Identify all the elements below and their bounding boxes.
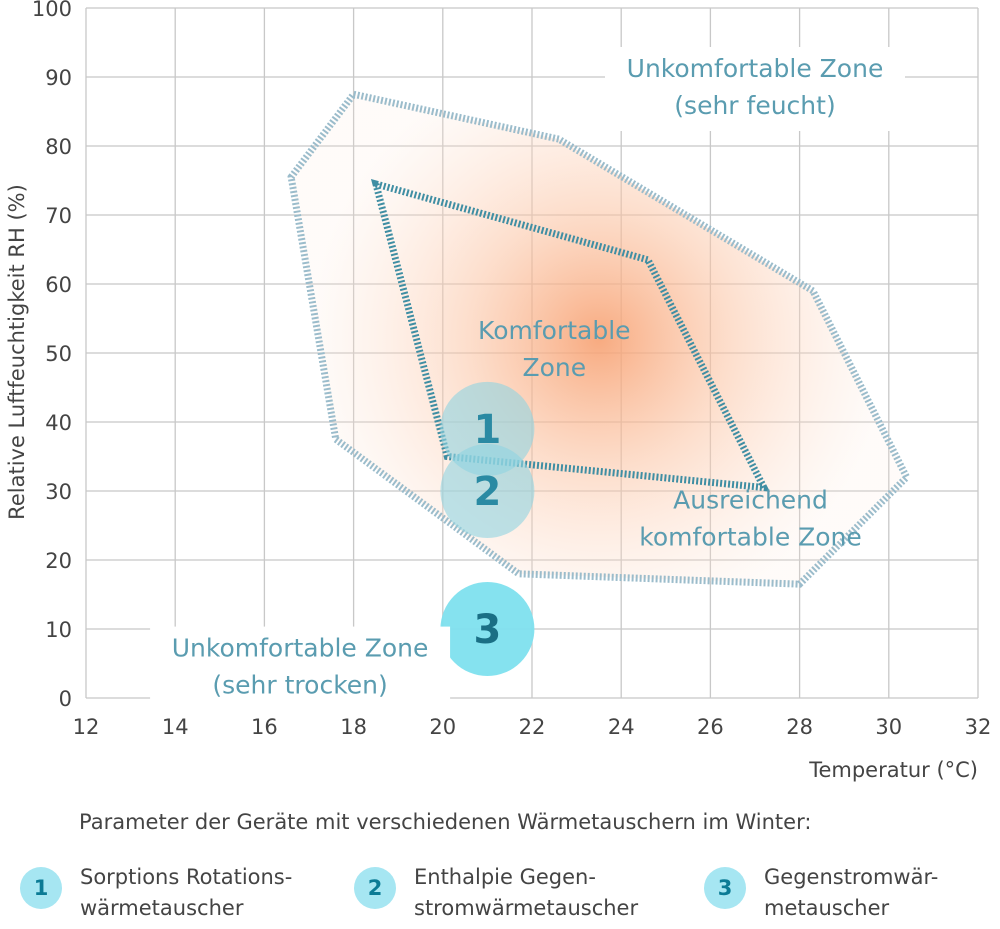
legend-badge: 2 — [354, 867, 396, 909]
annotation-backdrop — [605, 47, 905, 131]
x-tick-label: 12 — [73, 715, 100, 739]
device-marker-label-2: 2 — [473, 469, 501, 515]
x-tick-label: 32 — [965, 715, 992, 739]
sufficient-comfort-zone-outline — [287, 90, 911, 588]
x-tick-label: 28 — [786, 715, 813, 739]
legend-item-label: Enthalpie Gegen- stromwärmetauscher — [414, 865, 639, 920]
legend-title: Parameter der Geräte mit verschiedenen W… — [79, 810, 812, 834]
legend-badge: 1 — [20, 867, 62, 909]
comfort-zone-label: Komfortable Zone — [478, 316, 631, 382]
y-tick-label: 20 — [45, 549, 72, 573]
y-tick-label: 90 — [45, 66, 72, 90]
device-marker-label-3: 3 — [473, 607, 501, 653]
y-tick-label: 40 — [45, 411, 72, 435]
device-marker-3 — [440, 582, 535, 676]
sufficient-comfort-zone-label: Ausreichend komfortable Zone — [639, 485, 862, 551]
x-axis-label: Temperatur (°C) — [808, 758, 978, 782]
x-tick-label: 16 — [251, 715, 278, 739]
x-tick-label: 14 — [162, 715, 189, 739]
zone-outlines — [287, 90, 911, 588]
legend-badge: 3 — [704, 867, 746, 909]
device-markers: 123 — [440, 381, 535, 676]
annotation-backdrop — [150, 626, 451, 711]
legend-item-label: Gegenstromwär- metauscher — [764, 865, 939, 920]
x-tick-label: 30 — [875, 715, 902, 739]
x-tick-label: 22 — [519, 715, 546, 739]
uncomfortable-humid-label: Unkomfortable Zone (sehr feucht) — [627, 54, 884, 120]
x-tick-label: 26 — [697, 715, 724, 739]
y-tick-label: 30 — [45, 480, 72, 504]
legend-item-1: 1 Sorptions Rotations- wärmetauscher — [20, 862, 340, 924]
x-tick-label: 18 — [340, 715, 367, 739]
y-tick-label: 10 — [45, 618, 72, 642]
y-tick-label: 0 — [59, 687, 72, 711]
legend-item-3: 3 Gegenstromwär- metauscher — [704, 862, 1000, 924]
y-tick-label: 50 — [45, 342, 72, 366]
comfort-zone-outline — [370, 178, 770, 492]
y-tick-label: 60 — [45, 273, 72, 297]
uncomfortable-dry-label: Unkomfortable Zone (sehr trocken) — [172, 634, 429, 700]
x-tick-label: 24 — [608, 715, 635, 739]
axis-ticks: 12 14 16 18 20 22 24 26 28 30 32010203040506070809… — [32, 0, 991, 739]
y-tick-label: 70 — [45, 204, 72, 228]
comfort-zone-chart: 12 3 Ausreichend komfortable Zone Komfortab… — [5, 0, 991, 782]
legend-item-label: Sorptions Rotations- wärmetauscher — [80, 865, 293, 920]
y-tick-label: 100 — [32, 0, 72, 21]
x-tick-label: 20 — [429, 715, 456, 739]
y-tick-label: 80 — [45, 135, 72, 159]
device-marker-2 — [440, 444, 535, 538]
zone-labels: Ausreichend komfortable Zone Komfortable Zo… — [150, 47, 905, 711]
legend-item-2: 2 Enthalpie Gegen- stromwärmetauscher — [354, 862, 674, 924]
y-axis-label: Relative Luftfeuchtigkeit RH (%) — [5, 184, 29, 520]
